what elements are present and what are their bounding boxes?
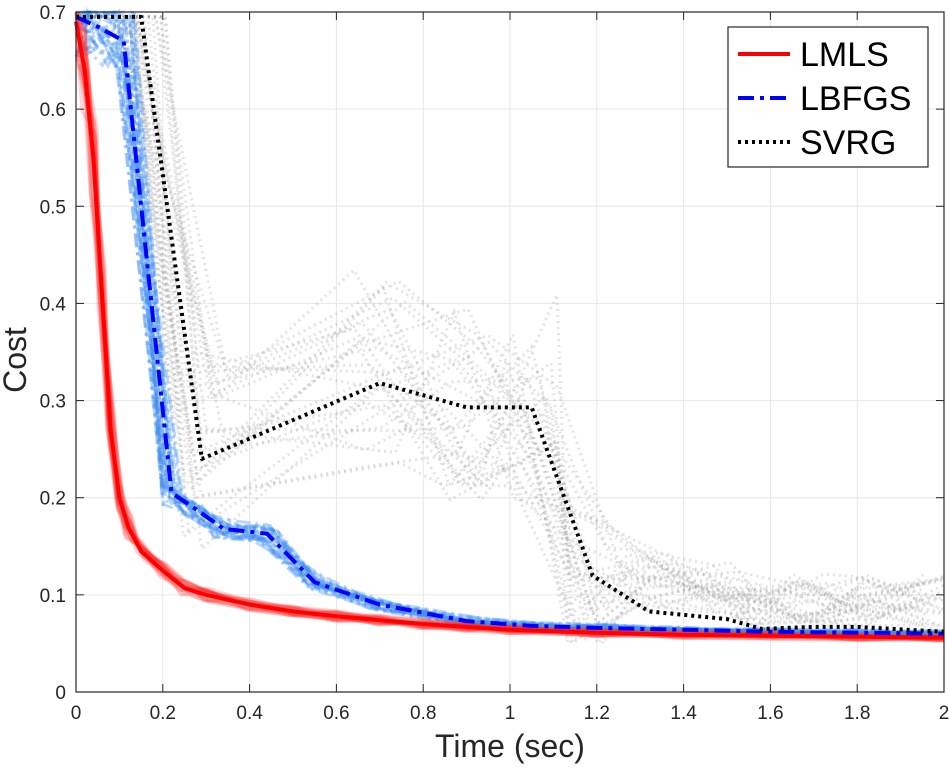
y-axis-label: Cost xyxy=(0,327,33,393)
svrg-trial-line xyxy=(76,15,945,646)
x-tick-label: 0.4 xyxy=(236,703,263,724)
svrg-trial-line xyxy=(87,15,945,647)
lbfgs-trial-line xyxy=(82,10,942,639)
x-axis-label: Time (sec) xyxy=(435,728,585,764)
svrg-trial-line xyxy=(76,15,945,640)
lbfgs-trial-line xyxy=(75,10,944,636)
svrg-trial-line xyxy=(76,15,926,624)
lbfgs-trial-line xyxy=(79,11,945,637)
svrg-trial-line xyxy=(76,15,924,617)
lbfgs-trial-line xyxy=(78,34,941,635)
lbfgs-trial-line xyxy=(75,9,940,636)
lbfgs-trial-line xyxy=(84,10,945,639)
svrg-trial-line xyxy=(76,15,945,627)
svrg-trial-line xyxy=(76,15,935,628)
legend-label-lbfgs: LBFGS xyxy=(800,80,911,118)
series-lines xyxy=(74,14,945,640)
svrg-trial-line xyxy=(99,15,925,627)
series-line-lmls xyxy=(74,21,945,640)
x-tick-label: 1 xyxy=(505,703,516,724)
legend-label-svrg: SVRG xyxy=(800,124,896,162)
y-tick-label: 0.6 xyxy=(40,100,66,121)
y-tick-label: 0.1 xyxy=(40,586,66,607)
svrg-trial-line xyxy=(76,15,945,600)
svrg-trial-line xyxy=(87,15,945,614)
svrg-trial-line xyxy=(76,15,945,626)
svrg-trial-line xyxy=(76,15,945,619)
svrg-trial-line xyxy=(76,15,942,634)
lbfgs-trial-line xyxy=(82,10,935,637)
x-tick-label: 1.2 xyxy=(584,703,610,724)
x-tick-label: 0.8 xyxy=(410,703,436,724)
lbfgs-trial-line xyxy=(76,11,945,638)
svrg-trial-line xyxy=(76,15,945,648)
x-tick-label: 0 xyxy=(71,703,82,724)
tick-labels: 0 0.2 0.4 0.6 0.8 1 1.2 1.4 1.6 1.8 2 0 0.1 0.2 0.3 0.4… xyxy=(40,3,949,724)
legend: LMLS LBFGS SVRG xyxy=(727,26,929,168)
y-tick-label: 0.7 xyxy=(40,3,66,24)
svrg-trial-line xyxy=(81,15,922,628)
x-tick-label: 2 xyxy=(939,703,949,724)
series-line-lbfgs xyxy=(75,15,945,636)
svrg-trial-line xyxy=(76,15,945,629)
series-line-svrg xyxy=(76,14,945,634)
axes xyxy=(75,11,945,693)
y-tick-label: 0.2 xyxy=(40,489,66,510)
x-tick-label: 0.6 xyxy=(323,703,349,724)
x-tick-label: 0.2 xyxy=(150,703,176,724)
svrg-trial-line xyxy=(81,15,926,614)
svrg-trial-line xyxy=(76,15,945,624)
legend-label-lmls: LMLS xyxy=(800,36,889,74)
svrg-trial-line xyxy=(76,15,927,630)
svrg-trial-line xyxy=(76,15,931,624)
y-tick-label: 0.5 xyxy=(40,197,66,218)
x-tick-label: 1.4 xyxy=(670,703,697,724)
x-tick-label: 1.6 xyxy=(757,703,783,724)
lbfgs-trial-line xyxy=(74,10,934,635)
y-tick-label: 0.3 xyxy=(40,392,66,413)
y-tick-label: 0 xyxy=(55,683,66,704)
svrg-trial-line xyxy=(76,15,928,631)
y-tick-label: 0.4 xyxy=(40,294,67,315)
x-tick-label: 1.8 xyxy=(844,703,870,724)
